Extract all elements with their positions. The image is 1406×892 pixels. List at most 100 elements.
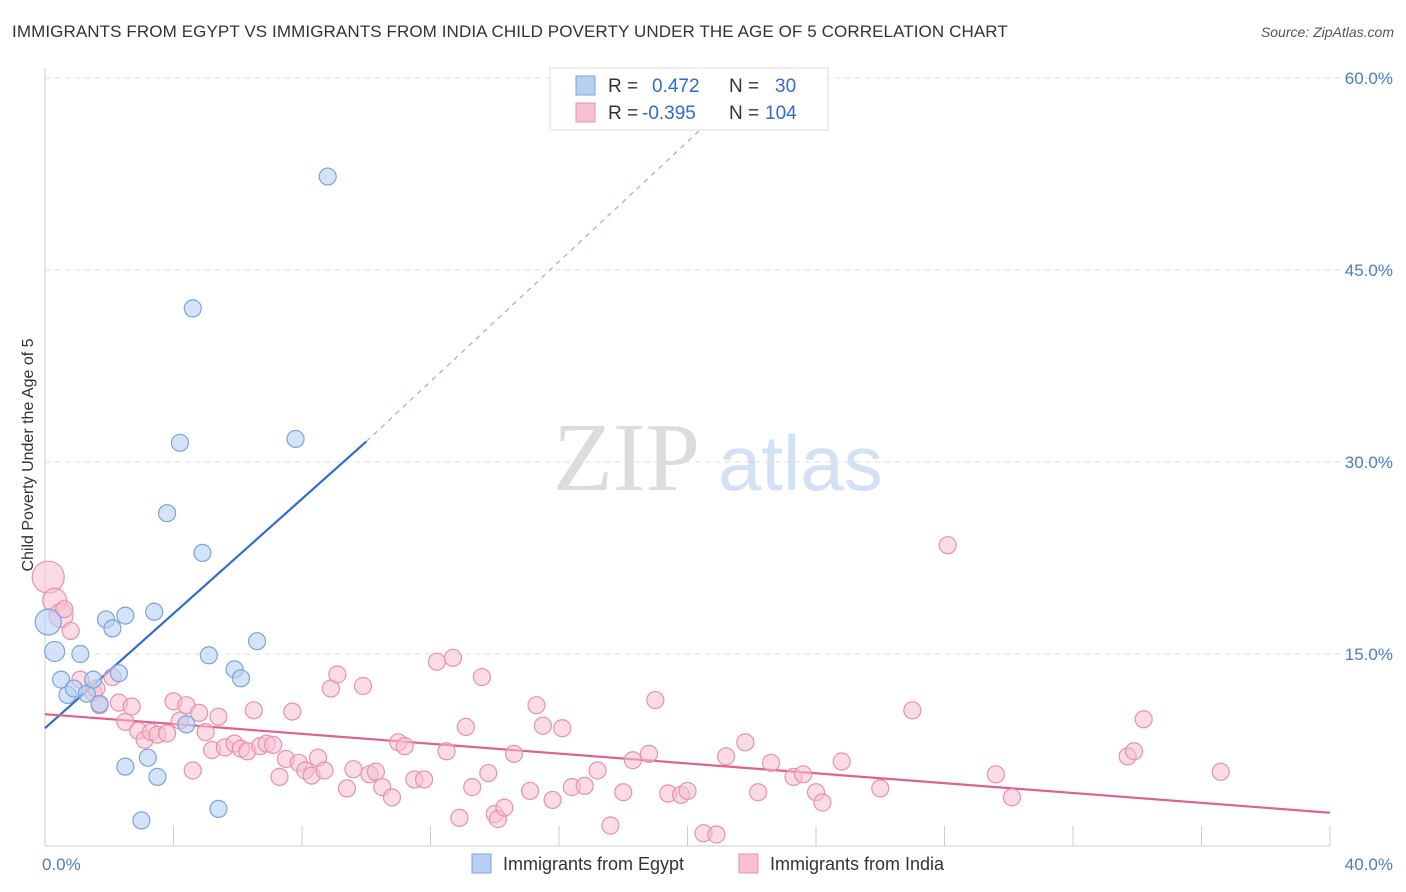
- egypt-point: [132, 811, 151, 830]
- egypt-point: [231, 669, 251, 688]
- india-point: [707, 825, 726, 844]
- y-tick-label-30: 30.0%: [1345, 453, 1393, 472]
- india-point: [263, 735, 283, 754]
- bottom-legend-label-egypt: Immigrants from Egypt: [503, 854, 684, 874]
- india-point: [553, 719, 572, 738]
- india-point: [270, 767, 289, 786]
- egypt-point: [44, 640, 66, 663]
- series-india-points: [31, 536, 1230, 844]
- india-point: [209, 707, 228, 726]
- egypt-point: [34, 608, 62, 636]
- y-axis-label: Child Poverty Under the Age of 5: [20, 338, 37, 571]
- chart-title: IMMIGRANTS FROM EGYPT VS IMMIGRANTS FROM…: [12, 22, 1008, 41]
- india-point: [614, 783, 633, 802]
- india-point: [716, 747, 736, 766]
- egypt-point: [177, 715, 196, 734]
- legend-n-label-egypt: N =: [729, 76, 759, 97]
- grid-lines: [45, 77, 1395, 655]
- trend-line-india: [44, 713, 1331, 814]
- india-point: [504, 744, 524, 763]
- egypt-point: [199, 646, 218, 665]
- india-point: [122, 697, 141, 716]
- legend-swatch-egypt: [575, 75, 596, 96]
- egypt-point: [170, 433, 190, 452]
- bottom-legend-label-india: Immigrants from India: [770, 854, 945, 874]
- y-tick-label-60: 60.0%: [1345, 69, 1393, 88]
- india-point: [1124, 742, 1144, 761]
- india-point: [353, 676, 373, 696]
- india-point: [646, 690, 665, 710]
- india-point: [55, 600, 74, 619]
- india-point: [678, 781, 697, 801]
- india-point: [190, 703, 209, 722]
- india-point: [871, 779, 890, 798]
- india-point: [395, 737, 414, 756]
- india-point: [1002, 788, 1022, 807]
- india-point: [450, 808, 469, 827]
- egypt-point: [138, 748, 157, 767]
- india-point: [414, 770, 434, 789]
- legend-box: [549, 67, 829, 131]
- india-point: [495, 798, 514, 817]
- egypt-point: [103, 619, 122, 638]
- egypt-point: [71, 644, 90, 664]
- india-point: [337, 779, 357, 798]
- egypt-point: [116, 606, 135, 625]
- india-point: [639, 744, 659, 763]
- india-point: [344, 760, 363, 779]
- egypt-point: [145, 602, 164, 621]
- egypt-point: [286, 429, 305, 449]
- egypt-point: [193, 543, 212, 562]
- bottom-legend-swatch-india: [738, 853, 759, 874]
- india-point: [601, 816, 620, 835]
- india-point: [61, 621, 80, 641]
- x-tick-label-min: 0.0%: [42, 855, 81, 874]
- india-point: [527, 696, 546, 715]
- egypt-point: [51, 670, 71, 689]
- india-point: [543, 790, 562, 810]
- india-point: [315, 761, 334, 780]
- bottom-legend-swatch-egypt: [471, 853, 492, 874]
- india-point: [520, 781, 540, 801]
- legend-r-egypt: 0.472: [652, 76, 700, 97]
- series-egypt-points: [34, 167, 337, 830]
- india-point: [443, 648, 463, 667]
- india-point: [196, 722, 215, 742]
- india-point: [623, 751, 642, 770]
- india-point: [832, 752, 851, 771]
- india-point: [183, 761, 202, 780]
- x-tick-label-max: 40.0%: [1345, 855, 1393, 874]
- india-point: [283, 702, 302, 721]
- india-point: [31, 560, 65, 594]
- egypt-point: [116, 757, 135, 776]
- india-point: [903, 701, 922, 720]
- egypt-point: [209, 799, 228, 818]
- india-point: [456, 717, 475, 737]
- egypt-point: [318, 167, 337, 186]
- axes: [44, 68, 1331, 847]
- india-point: [328, 665, 347, 684]
- tick-labels: 15.0% 30.0% 45.0% 60.0% 0.0% 40.0%: [42, 69, 1393, 874]
- india-point: [479, 763, 498, 783]
- egypt-point: [90, 694, 109, 714]
- legend-r-india: -0.395: [642, 103, 696, 124]
- legend-n-label-india: N =: [729, 103, 759, 124]
- egypt-point: [183, 299, 202, 318]
- india-point: [813, 793, 832, 812]
- india-point: [472, 667, 491, 687]
- india-point: [366, 762, 385, 781]
- egypt-point: [148, 767, 167, 786]
- legend-n-india: 104: [765, 103, 797, 124]
- trend-egypt-dashed: [365, 126, 704, 442]
- egypt-point: [157, 504, 177, 523]
- legend-r-label-egypt: R =: [608, 76, 638, 97]
- india-point: [794, 765, 813, 784]
- india-point: [761, 753, 781, 772]
- india-point: [1134, 710, 1153, 729]
- india-point: [938, 536, 957, 555]
- y-tick-label-15: 15.0%: [1345, 645, 1393, 664]
- legend-r-label-india: R =: [608, 103, 638, 124]
- trend-india-solid: [44, 713, 1331, 814]
- india-point: [463, 778, 482, 797]
